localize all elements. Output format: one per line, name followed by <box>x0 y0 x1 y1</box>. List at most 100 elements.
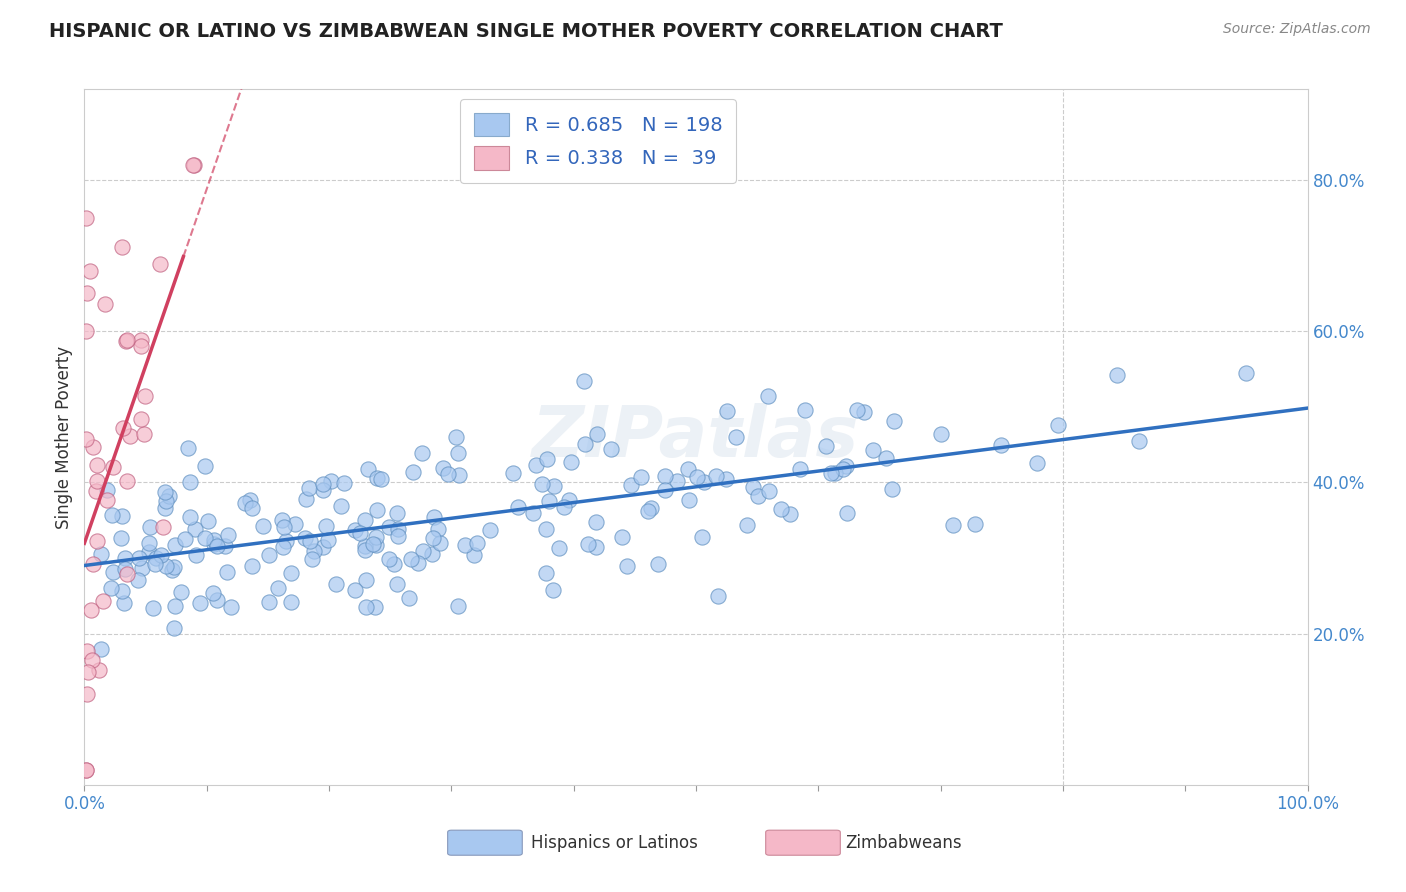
Point <box>312 483 335 497</box>
Point <box>219 600 242 615</box>
Point <box>572 374 595 388</box>
Point <box>585 516 607 530</box>
Point <box>157 489 180 503</box>
Point <box>538 494 561 508</box>
Point <box>280 595 302 609</box>
Point <box>963 517 986 532</box>
Point <box>188 596 211 610</box>
Point <box>387 577 409 591</box>
Point <box>599 442 621 456</box>
Point <box>654 483 676 498</box>
Point <box>283 517 305 532</box>
Point <box>312 476 335 491</box>
Point <box>366 502 388 516</box>
Point <box>179 475 201 489</box>
Point <box>131 561 153 575</box>
Point <box>94 297 117 311</box>
Point <box>184 548 207 562</box>
Point <box>239 492 262 507</box>
Point <box>330 499 353 513</box>
Point <box>399 551 422 566</box>
Point <box>366 471 388 485</box>
Point <box>794 402 817 417</box>
Point <box>298 482 321 496</box>
Point <box>536 451 558 466</box>
Point <box>280 566 302 580</box>
Point <box>543 479 565 493</box>
Point <box>271 513 294 527</box>
Point <box>155 494 177 508</box>
Point <box>80 603 103 617</box>
Point <box>747 489 769 503</box>
Point <box>76 644 98 658</box>
Point <box>217 565 239 579</box>
Point <box>586 427 609 442</box>
Point <box>382 557 405 571</box>
Point <box>387 506 409 520</box>
Point <box>120 429 142 443</box>
Point <box>138 536 160 550</box>
Point <box>76 286 98 301</box>
Point <box>316 533 339 548</box>
Point <box>378 551 401 566</box>
Point <box>77 665 100 679</box>
Point <box>134 389 156 403</box>
Point <box>173 532 195 546</box>
Point <box>557 493 579 508</box>
Point <box>115 334 138 348</box>
Point <box>364 538 387 552</box>
Point <box>86 458 108 472</box>
Point <box>387 528 409 542</box>
Point <box>202 533 225 547</box>
Point <box>111 240 134 254</box>
Point <box>447 446 470 460</box>
Point <box>115 475 138 489</box>
FancyBboxPatch shape <box>447 830 522 855</box>
Point <box>90 642 112 657</box>
Point <box>86 534 108 549</box>
Point <box>789 461 811 475</box>
Point <box>75 211 97 225</box>
Point <box>127 573 149 587</box>
Point <box>875 450 897 465</box>
Point <box>155 558 177 573</box>
Point <box>478 523 501 537</box>
Point <box>75 763 97 777</box>
Point <box>578 537 600 551</box>
Point <box>205 539 228 553</box>
Point <box>834 459 856 474</box>
Point <box>942 518 965 533</box>
Point <box>179 509 201 524</box>
Point <box>716 404 738 418</box>
Point <box>353 513 375 527</box>
Point <box>437 467 460 482</box>
Point <box>779 507 801 521</box>
Point <box>640 500 662 515</box>
Point <box>1026 456 1049 470</box>
Point <box>353 539 375 553</box>
Point <box>150 549 173 563</box>
Point <box>170 585 193 599</box>
Point <box>815 439 838 453</box>
Point <box>75 324 97 338</box>
Point <box>79 263 101 277</box>
Point <box>882 482 904 496</box>
Point <box>273 540 295 554</box>
Point <box>862 443 884 458</box>
Point <box>354 543 377 558</box>
Point <box>990 438 1012 452</box>
Point <box>502 466 524 480</box>
Point <box>411 446 433 460</box>
Point <box>267 581 290 595</box>
Point <box>96 483 118 497</box>
Point <box>276 534 298 549</box>
Point <box>647 557 669 571</box>
Point <box>111 509 134 524</box>
Point <box>217 528 239 542</box>
Point <box>1234 366 1257 380</box>
Point <box>197 514 219 528</box>
Point <box>769 501 792 516</box>
Text: Hispanics or Latinos: Hispanics or Latinos <box>531 834 697 852</box>
Text: Source: ZipAtlas.com: Source: ZipAtlas.com <box>1223 22 1371 37</box>
Point <box>637 504 659 518</box>
